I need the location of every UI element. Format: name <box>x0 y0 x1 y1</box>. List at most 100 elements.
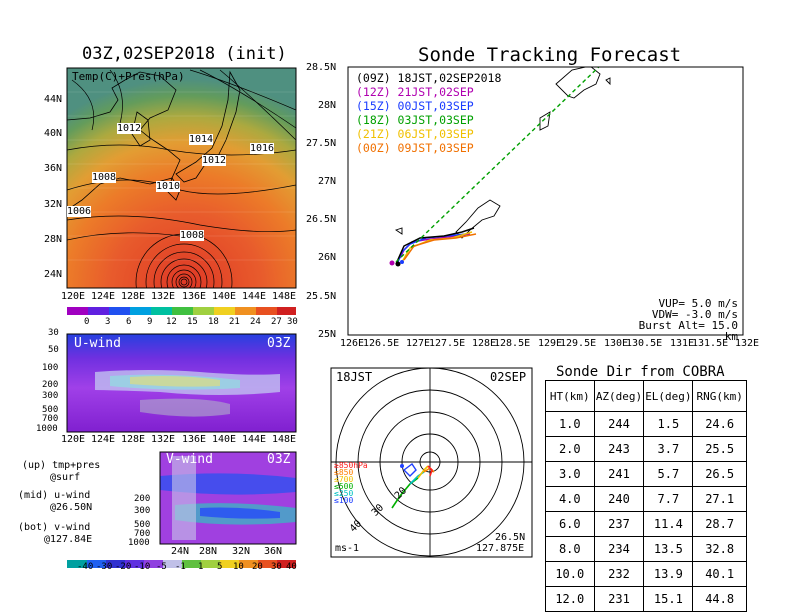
temp-colorbar-tick: 3 <box>105 317 111 327</box>
cell-az: 240 <box>593 486 645 512</box>
cell-el: 13.5 <box>643 536 694 562</box>
wind-colorbar-tick: 20 <box>252 562 263 572</box>
uwind-y-tick: 300 <box>42 391 59 401</box>
level-850-plus: ≥850hPa <box>334 461 368 470</box>
uwind-x-tick: 144E <box>242 434 267 445</box>
cell-el: 5.7 <box>643 461 694 487</box>
polar-lon: 127.875E <box>476 543 525 554</box>
temperature-colorbar <box>67 307 296 315</box>
tracking-title: Sonde Tracking Forecast <box>418 44 682 66</box>
vwind-y-tick: 700 <box>134 529 151 539</box>
uwind-y-tick: 50 <box>48 345 59 355</box>
cell-el: 13.9 <box>643 561 694 587</box>
cell-el: 7.7 <box>643 486 694 512</box>
temp-colorbar-tick: 18 <box>208 317 219 327</box>
wind-colorbar-tick: -40 <box>77 562 94 572</box>
vwind-y-tick: 1000 <box>128 538 150 548</box>
uwind-y-tick: 200 <box>42 380 59 390</box>
table-row: 6.0 237 11.4 28.7 <box>545 511 747 537</box>
cell-ht: 8.0 <box>545 536 595 562</box>
track-x-tick: 128.5E <box>494 338 531 349</box>
note-mid-sub: @26.50N <box>50 502 93 513</box>
legend-15z: (15Z) 00JST,03SEP <box>356 99 474 113</box>
uwind-time: 03Z <box>267 336 291 351</box>
uwind-x-tick: 120E <box>61 434 86 445</box>
map-x-tick: 132E <box>151 291 176 302</box>
temp-colorbar-tick: 15 <box>187 317 198 327</box>
vwind-x-tick: 36N <box>264 546 283 557</box>
cell-az: 241 <box>593 461 645 487</box>
table-row: 2.0 243 3.7 25.5 <box>545 436 747 462</box>
cell-rng: 24.6 <box>692 411 747 437</box>
temp-colorbar-tick: 21 <box>229 317 240 327</box>
tracking-frame <box>347 66 744 336</box>
table-row: 4.0 240 7.7 27.1 <box>545 486 747 512</box>
cell-rng: 25.5 <box>692 436 747 462</box>
isobar-label: 1008 <box>92 172 117 183</box>
temp-colorbar-tick: 9 <box>147 317 153 327</box>
level-100: ≤100 <box>334 496 354 505</box>
cell-ht: 4.0 <box>545 486 595 512</box>
vwind-y-tick: 500 <box>134 520 151 530</box>
legend-21z: (21Z) 06JST,03SEP <box>356 127 474 141</box>
legend-09z: (09Z) 18JST,02SEP2018 <box>356 71 502 85</box>
level-700: ≤700 <box>334 475 354 484</box>
cell-el: 15.1 <box>643 586 694 612</box>
temp-colorbar-tick: 24 <box>250 317 261 327</box>
temp-colorbar-tick: 6 <box>126 317 132 327</box>
map-x-tick: 124E <box>91 291 116 302</box>
temp-colorbar-tick: 12 <box>166 317 177 327</box>
uwind-y-tick: 30 <box>48 328 59 338</box>
cell-az: 243 <box>593 436 645 462</box>
sonde-table-title: Sonde Dir from COBRA <box>556 364 725 380</box>
header-az: AZ(deg) <box>593 380 645 412</box>
table-row: 10.0 232 13.9 40.1 <box>545 561 747 587</box>
note-mid: (mid) u-wind <box>18 490 91 501</box>
vwind-y-tick: 300 <box>134 506 151 516</box>
isobar-label: 1006 <box>67 206 92 217</box>
cell-az: 244 <box>593 411 645 437</box>
polar-date: 02SEP <box>490 370 527 384</box>
temp-colorbar-tick: 30 <box>287 317 298 327</box>
legend-00z: (00Z) 09JST,03SEP <box>356 141 474 155</box>
vwind-field <box>159 451 297 545</box>
vwind-time: 03Z <box>267 452 291 467</box>
cell-rng: 40.1 <box>692 561 747 587</box>
uwind-field <box>66 333 297 433</box>
polar-plot <box>331 368 532 557</box>
tracking-legend: (09Z) 18JST,02SEP2018 (12Z) 21JST,02SEP … <box>356 71 501 155</box>
track-y-tick: 27.5N <box>306 138 337 149</box>
cell-rng: 32.8 <box>692 536 747 562</box>
vwind-x-tick: 24N <box>171 546 190 557</box>
cell-az: 237 <box>593 511 645 537</box>
map-x-tick: 128E <box>121 291 146 302</box>
vwind-x-tick: 28N <box>199 546 218 557</box>
polar-unit: ms-1 <box>335 543 360 554</box>
map-y-tick: 40N <box>44 128 63 139</box>
note-up: (up) tmp+pres <box>22 460 101 471</box>
uwind-x-tick: 132E <box>151 434 176 445</box>
level-500: ≤500 <box>334 482 354 491</box>
uwind-y-tick: 100 <box>42 363 59 373</box>
cell-ht: 3.0 <box>545 461 595 487</box>
map-frame <box>66 67 297 289</box>
map-title: 03Z,02SEP2018 (init) <box>82 44 287 64</box>
map-x-tick: 120E <box>61 291 86 302</box>
tracking-params: VUP= 5.0 m/s VDW= -3.0 m/s Burst Alt= 15… <box>620 298 738 342</box>
track-x-tick: 126.5E <box>363 338 400 349</box>
header-ht: HT(km) <box>545 380 595 412</box>
map-y-tick: 44N <box>44 94 63 105</box>
map-y-tick: 24N <box>44 269 63 280</box>
legend-12z: (12Z) 21JST,02SEP <box>356 85 474 99</box>
cell-rng: 26.5 <box>692 461 747 487</box>
wind-colorbar <box>67 560 296 568</box>
temp-colorbar-tick: 27 <box>271 317 282 327</box>
wind-colorbar-tick: -30 <box>96 562 113 572</box>
wind-colorbar-tick: -10 <box>134 562 151 572</box>
header-el: EL(deg) <box>643 380 694 412</box>
wind-colorbar-tick: 5 <box>217 562 223 572</box>
cell-rng: 28.7 <box>692 511 747 537</box>
isobar-label: 1012 <box>117 123 142 134</box>
track-y-tick: 26.5N <box>306 214 337 225</box>
temp-colorbar-tick: 0 <box>84 317 90 327</box>
